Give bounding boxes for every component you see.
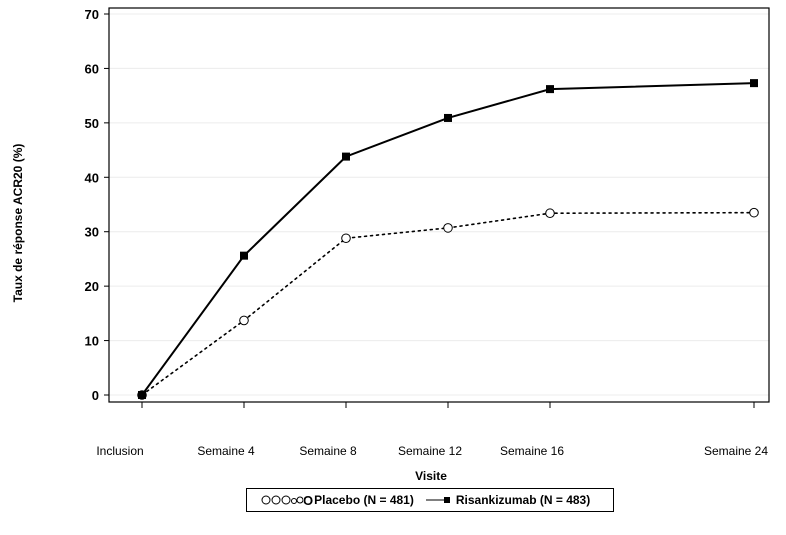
series-0-point-4 (545, 208, 555, 219)
placebo-legend-symbol (261, 495, 303, 505)
series-1-point-3 (444, 113, 452, 122)
y-axis: 0 10 20 30 40 50 60 70 (85, 7, 109, 403)
y-tick-label-60: 60 (85, 61, 99, 76)
y-tick-label-10: 10 (85, 334, 99, 349)
series-layer (137, 79, 759, 400)
x-tick-label-5: Semaine 24 (704, 444, 768, 458)
x-axis-title: Visite (415, 469, 447, 483)
y-axis-title: Taux de réponse ACR20 (%) (11, 144, 25, 303)
legend-item-risankizumab: Risankizumab (N = 483) (425, 493, 591, 507)
y-tick-label-30: 30 (85, 225, 99, 240)
legend-label-placebo: Placebo (N = 481) (314, 493, 414, 507)
legend: O Placebo (N = 481) Risankizumab (N = 48… (246, 488, 614, 512)
plot-frame (108, 7, 770, 403)
series-1-point-0 (138, 391, 146, 399)
y-tick-label-70: 70 (85, 7, 99, 22)
series-0-point-1 (239, 315, 249, 326)
y-tick-label-0: 0 (92, 388, 99, 403)
series-1-point-5 (750, 79, 758, 88)
placebo-legend-o: O (303, 492, 314, 508)
series-line-0 (141, 211, 755, 396)
series-line-1 (141, 82, 755, 396)
y-tick-label-50: 50 (85, 116, 99, 131)
legend-label-risankizumab: Risankizumab (N = 483) (455, 493, 591, 507)
x-tick-label-0: Inclusion (96, 444, 143, 458)
series-1-point-4 (546, 85, 554, 94)
series-0-point-2 (341, 233, 351, 244)
x-tick-label-4: Semaine 16 (500, 444, 564, 458)
y-tick-label-40: 40 (85, 170, 99, 185)
series-1-point-2 (342, 152, 350, 161)
series-0-point-3 (443, 223, 453, 233)
x-tick-label-3: Semaine 12 (398, 444, 462, 458)
series-1-point-1 (240, 251, 248, 260)
x-tick-label-1: Semaine 4 (197, 444, 255, 458)
x-tick-label-2: Semaine 8 (299, 444, 357, 458)
risankizumab-legend-symbol (425, 497, 450, 503)
gridlines (109, 13, 769, 396)
y-tick-label-20: 20 (85, 279, 99, 294)
x-axis: Inclusion Semaine 4 Semaine 8 Semaine 12 Sem… (96, 402, 768, 458)
series-0-point-5 (749, 207, 759, 218)
legend-item-placebo: O Placebo (N = 481) (261, 493, 414, 508)
